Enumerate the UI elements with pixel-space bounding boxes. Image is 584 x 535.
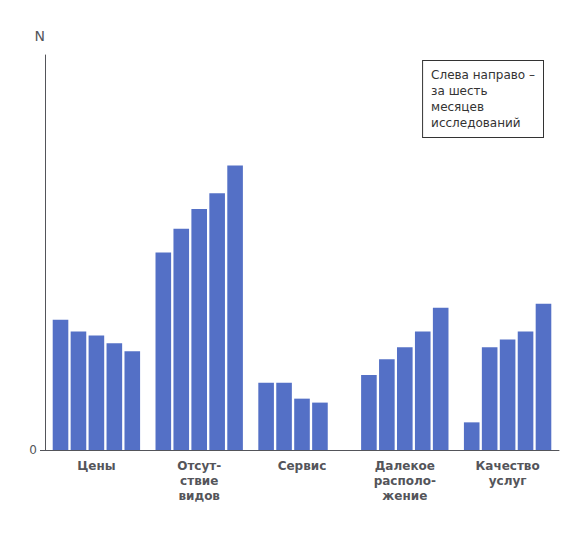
svg-text:видов: видов [178, 489, 220, 503]
svg-text:жение: жение [382, 489, 427, 503]
svg-text:за шесть: за шесть [431, 84, 488, 98]
svg-text:услуг: услуг [489, 474, 527, 488]
svg-text:Далекое: Далекое [375, 459, 435, 473]
svg-text:Цены: Цены [77, 459, 115, 473]
svg-text:исследований: исследований [431, 116, 521, 130]
svg-text:0: 0 [29, 443, 37, 457]
svg-text:располо-: располо- [374, 474, 436, 488]
svg-text:N: N [35, 28, 45, 44]
svg-text:Слева направо –: Слева направо – [431, 68, 535, 82]
svg-text:Качество: Качество [475, 459, 539, 473]
svg-text:месяцев: месяцев [431, 100, 484, 114]
svg-text:ствие: ствие [180, 474, 218, 488]
svg-text:Сервис: Сервис [278, 459, 327, 473]
svg-text:Отсут-: Отсут- [177, 459, 221, 473]
